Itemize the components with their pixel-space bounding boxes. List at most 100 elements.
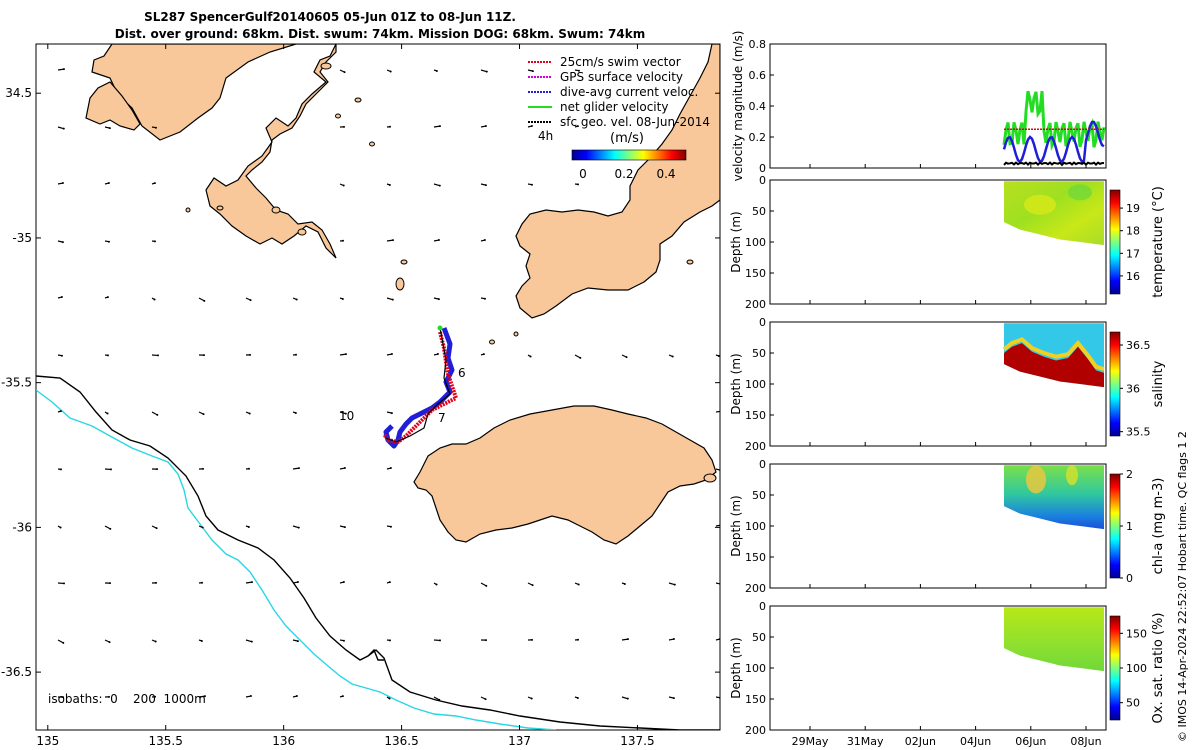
velocity-arrow-head: [530, 183, 533, 186]
lat-tick-label: -36.5: [1, 665, 32, 679]
lon-tick-label: 137.5: [620, 734, 654, 748]
velocity-arrow-head: [153, 695, 156, 698]
velocity-arrow-head: [343, 467, 346, 470]
colorbar-tick-label: 35.5: [1126, 426, 1151, 439]
panel-2[interactable]: 0 50 100 150 200 Depth (m) 16 17 18 19 temperature…: [729, 174, 1166, 311]
legend-item-label: GPS surface velocity: [560, 70, 683, 84]
velocity-arrow-head: [154, 126, 157, 129]
velocity-arrow: [480, 69, 487, 73]
velocity-arrow: [292, 467, 300, 470]
velocity-arrow-head: [153, 298, 156, 301]
colorbar-tick-label: 19: [1126, 202, 1140, 215]
velocity-arrow-head: [343, 526, 346, 529]
velocity-arrow-head: [107, 182, 110, 185]
velocity-arrow-head: [297, 467, 300, 470]
colorbar-tick-label: 150: [1126, 627, 1147, 640]
velocity-arrow: [480, 582, 487, 587]
temperature-patch: [1068, 184, 1092, 201]
velocity-arrow-head: [389, 525, 392, 528]
velocity-arrow-head: [342, 581, 345, 584]
time-axis-label: 06Jun: [1015, 735, 1046, 748]
velocity-arrow-head: [530, 638, 533, 641]
velocity-arrow-head: [294, 411, 297, 414]
velocity-arrow-head: [435, 583, 438, 586]
velocity-arrow-head: [623, 582, 626, 585]
legend-item-label: net glider velocity: [560, 100, 668, 114]
velocity-arrow-head: [61, 241, 64, 244]
velocity-arrow: [433, 125, 441, 128]
temperature-patch: [1024, 194, 1056, 215]
velocity-arrow: [292, 525, 299, 529]
velocity-arrow-head: [249, 299, 252, 302]
y-tick-label: 150: [745, 551, 766, 564]
velocity-arrow: [715, 410, 720, 413]
velocity-arrow-head: [391, 239, 394, 242]
glider-track[interactable]: [382, 325, 458, 449]
legend-item-label: 25cm/s swim vector: [560, 55, 681, 69]
velocity-arrow-head: [388, 125, 391, 128]
velocity-arrow-head: [435, 69, 438, 72]
velocity-arrow-head: [59, 410, 62, 413]
velocity-arrow-head: [247, 467, 250, 470]
legend-time-label: 4h: [538, 129, 553, 143]
panel-y-label: Depth (m): [729, 211, 743, 272]
time-series-panels[interactable]: 0 0.2 0.4 0.6 0.8 velocity magnitude (m/s) 0 50…: [729, 31, 1166, 748]
y-tick-label: 50: [752, 347, 766, 360]
panel-5[interactable]: 0 50 100 150 200 Depth (m) 50 100 150 Ox. sat. ra…: [729, 600, 1166, 737]
velocity-arrow-head: [154, 640, 157, 643]
y-tick-label: 200: [745, 298, 766, 311]
velocity-arrow-head: [202, 413, 205, 416]
velocity-arrow-head: [108, 127, 111, 130]
velocity-arrow-head: [531, 70, 534, 73]
y-tick-label: 0.4: [749, 100, 767, 113]
velocity-arrow-head: [156, 354, 159, 357]
colorbar-tick-label: 17: [1126, 247, 1140, 260]
lon-tick-label: 136: [272, 734, 295, 748]
panel-4[interactable]: 0 50 100 150 200 Depth (m) 0 1 2 chl-a (mg m-3): [729, 458, 1166, 595]
colorbar-tick-label: 50: [1126, 697, 1140, 710]
velocity-arrow-head: [626, 697, 629, 700]
velocity-arrow-head: [250, 581, 253, 584]
time-axis-label: 02Jun: [905, 735, 936, 748]
velocity-arrow-head: [249, 695, 252, 698]
y-tick-label: 50: [752, 489, 766, 502]
velocity-arrow-head: [341, 239, 344, 242]
velocity-arrow-head: [342, 125, 345, 128]
panel-colorbar: [1109, 331, 1121, 437]
land-yorke-peninsula: [515, 44, 720, 319]
lon-tick-label: 135: [36, 734, 59, 748]
velocity-arrow-head: [107, 695, 110, 698]
velocity-arrow-head: [107, 240, 110, 243]
velocity-arrow-head: [438, 698, 441, 701]
velocity-arrow-head: [388, 697, 391, 700]
velocity-arrow-head: [483, 239, 486, 242]
colorbar-tick-label: 18: [1126, 225, 1140, 238]
velocity-arrow: [715, 468, 720, 471]
velocity-arrow-head: [390, 353, 393, 356]
panel-1[interactable]: 0 0.2 0.4 0.6 0.8 velocity magnitude (m/s): [731, 31, 1107, 182]
velocity-arrow-head: [531, 584, 534, 587]
lat-tick-label: -35.5: [1, 376, 32, 390]
velocity-arrow-head: [62, 68, 65, 71]
velocity-arrow-head: [62, 582, 65, 585]
colorbar-label: Ox. sat. ratio (%): [1151, 613, 1166, 724]
velocity-arrow: [433, 696, 440, 701]
land-kangaroo-island: [413, 405, 717, 545]
panel-y-label: Depth (m): [729, 637, 743, 698]
panel-colorbar: [1109, 473, 1121, 579]
velocity-arrow-head: [484, 125, 487, 128]
panel-y-label: velocity magnitude (m/s): [731, 31, 745, 182]
velocity-arrow-head: [109, 527, 112, 530]
map-panel[interactable]: 6 7 10 isobaths: 0 200 1000m 135 135.5 136…: [1, 43, 723, 748]
velocity-arrow-head: [579, 356, 582, 359]
small-islands: [185, 62, 717, 483]
velocity-arrow: [339, 353, 347, 356]
velocity-arrow-head: [203, 299, 206, 302]
velocity-arrow-head: [106, 296, 109, 299]
y-tick-label: 100: [745, 236, 766, 249]
velocity-arrow-head: [717, 354, 720, 357]
velocity-arrow-head: [106, 354, 109, 357]
velocity-arrow-head: [155, 468, 158, 471]
